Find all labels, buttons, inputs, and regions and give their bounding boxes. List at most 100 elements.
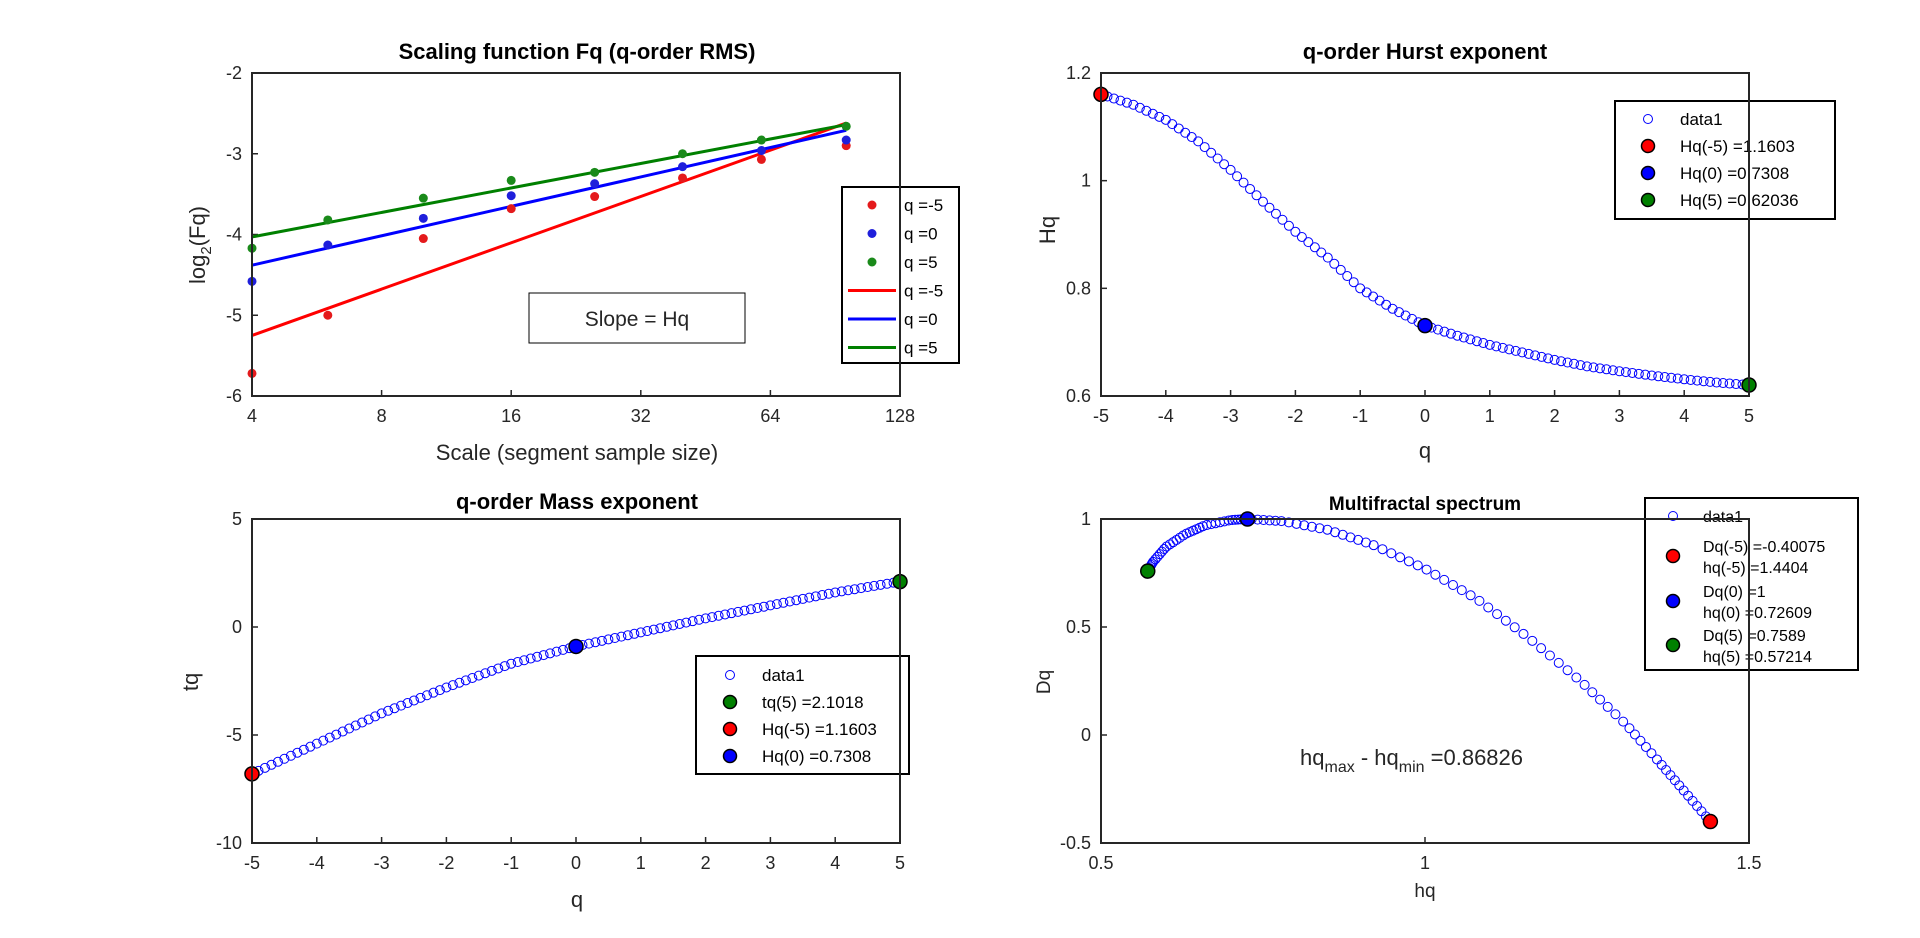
legend-marker [1640,138,1656,154]
curve-point [1556,356,1567,367]
curve-point [1168,537,1179,548]
curve-point [266,759,277,770]
scaling-xtick-label: 128 [885,406,915,426]
curve-point [771,599,782,610]
curve-point [1731,379,1742,390]
data-point [678,162,688,172]
curve-point [1575,360,1586,371]
curve-point [292,747,303,758]
curve-point [1718,378,1729,389]
curve-point [661,621,672,632]
mass-xtick-label: 3 [765,853,775,873]
curve-point [687,616,698,627]
legend-marker [1640,165,1656,181]
curve-point [298,744,309,755]
curve-point [622,630,633,641]
curve-point [1594,363,1605,374]
spectrum-ytick-label: 1 [1081,509,1091,529]
curve-point [1276,516,1287,527]
curve-point [1666,372,1677,383]
curve-point [1627,367,1638,378]
spectrum-range-annotation: hqmax - hqmin =0.86826 [1300,745,1523,776]
curve-point [1232,171,1243,182]
legend-label: Hq(0) =0.7308 [762,747,871,766]
legend-label: data1 [1703,509,1743,526]
legend-marker [1640,192,1656,208]
mass-xtick-label: -4 [309,853,325,873]
curve-point [1595,694,1606,705]
curve-point [1517,347,1528,358]
data-point [756,135,766,145]
legend-label: q =-5 [904,282,943,301]
curve-point [1290,226,1301,237]
curve-point [1161,541,1172,552]
curve-point [1171,534,1182,545]
curve-point [1219,516,1230,527]
data-point [590,179,600,189]
curve-point [486,665,497,676]
curve-point [357,717,368,728]
curve-point [1322,524,1333,535]
scaling-ytick-label: -3 [226,144,242,164]
curve-point [499,661,510,672]
curve-point [694,614,705,625]
curve-point [1478,338,1489,349]
curve-point [512,656,523,667]
scaling-xtick-label: 64 [760,406,780,426]
data-point [323,215,333,225]
legend-label: q =5 [904,339,938,358]
curve-point [1134,102,1145,113]
curve-point [1219,159,1230,170]
fit-line [251,121,847,337]
curve-point [1368,540,1379,551]
mass-exponent-panel: q-order Mass exponent q tq -5 -4 -3 -2 -1 0 1 2… [178,489,910,912]
scaling-xtick-label: 16 [501,406,521,426]
curve-point [1602,701,1613,712]
curve-point [519,655,530,666]
curve-point [830,587,841,598]
data-point [506,204,516,214]
curve-point [1108,93,1119,104]
mass-xtick-label: -3 [374,853,390,873]
curve-point [1530,350,1541,361]
curve-point [1692,375,1703,386]
curve-point [1322,252,1333,263]
mass-xtick-label: -5 [244,853,260,873]
curve-point [1471,336,1482,347]
scaling-ytick-label: -2 [226,63,242,83]
curve-point [558,644,569,655]
curve-point [1147,108,1158,119]
curve-point [1500,615,1511,626]
curve-point [467,672,478,683]
curve-point [1348,277,1359,288]
curve-point [1646,748,1657,759]
curve-point [603,634,614,645]
curve-point [1518,628,1529,639]
data-point [678,149,688,159]
curve-point [1492,609,1503,620]
legend-label: Hq(0) =0.7308 [1680,164,1789,183]
curve-point [1212,153,1223,164]
curve-point [1543,353,1554,364]
curve-point [1335,264,1346,275]
curve-point [1283,220,1294,231]
curve-point [726,608,737,619]
mass-xtick-label: 0 [571,853,581,873]
curve-point [1549,354,1560,365]
spectrum-ytick-label: 0.5 [1066,617,1091,637]
curve-point [1225,164,1236,175]
curve-point [428,687,439,698]
curve-point [350,720,361,731]
curve-point [1270,515,1281,526]
slope-annotation-box [528,292,746,344]
curve-point [843,585,854,596]
spectrum-title: Multifractal spectrum [1329,494,1521,515]
curve-point [279,753,290,764]
scaling-xtick-label: 32 [631,406,651,426]
curve-point [538,650,549,661]
spectrum-xlabel: hq [1414,881,1435,902]
curve-point [823,588,834,599]
curve-point [1579,679,1590,690]
curve-point [1588,362,1599,373]
